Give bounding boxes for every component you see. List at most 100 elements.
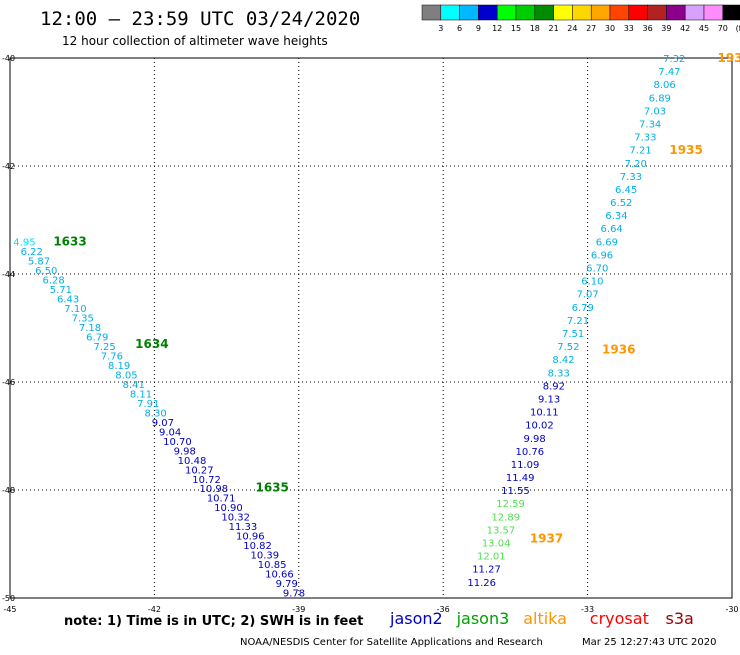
x-tick-label: -45 [3,605,16,614]
y-tick-label: -48 [2,486,15,495]
colorbar-swatch [722,4,740,21]
swh-value: 6.22 [21,247,43,258]
swh-value: 7.33 [634,133,656,144]
swh-value: 7.76 [101,351,123,362]
swh-value: 7.21 [567,316,589,327]
swh-value: 9.98 [524,434,546,445]
swh-value: 7.18 [79,323,101,334]
colorbar-label: 9 [476,24,481,33]
y-tick-label: -44 [2,270,15,279]
swh-value: 6.34 [605,211,627,222]
swh-value: 7.91 [137,399,159,410]
swh-value: 13.57 [487,525,516,536]
colorbar-label: 27 [586,24,596,33]
swh-value: 6.64 [601,224,623,235]
swh-value: 8.30 [144,408,166,419]
colorbar-swatch [684,4,705,21]
colorbar-label: 21 [549,24,559,33]
colorbar-label: 3 [438,24,443,33]
time-label: 1634 [135,337,168,351]
x-tick-label: -30 [725,605,738,614]
swh-value: 8.33 [548,368,570,379]
swh-value: 12.59 [496,499,525,510]
colorbar-label: 18 [530,24,540,33]
colorbar-label: 15 [511,24,521,33]
swh-value: 9.07 [152,418,174,429]
swh-value: 12.89 [491,512,520,523]
swh-value: 8.11 [130,389,152,400]
colorbar-swatch [515,4,536,21]
swh-value: 10.11 [530,408,559,419]
swh-value: 10.76 [516,447,545,458]
colorbar-label: 24 [567,24,577,33]
swh-value: 6.28 [42,276,64,287]
colorbar-label: 45 [699,24,709,33]
swh-value: 7.34 [639,119,661,130]
swh-value: 7.25 [93,342,115,353]
colorbar-label: (ft) [736,24,740,33]
x-tick-label: -42 [148,605,161,614]
swh-value: 7.35 [72,313,94,324]
y-tick-label: -42 [2,162,15,171]
axis-tick-labels: -45 -42 -39 -36 -33 -30 -40 -42 -44 -46 -48 -50 [2,54,739,614]
swh-value: 7.32 [663,54,685,65]
colorbar-label: 33 [624,24,634,33]
swh-value: 7.20 [625,159,647,170]
swh-value: 10.71 [207,494,236,505]
colorbar-label: 30 [605,24,615,33]
swh-value: 10.90 [214,503,243,514]
y-tick-label: -40 [2,54,15,63]
satellite-legend-item: cryosat [590,609,649,628]
colorbar-label: 36 [643,24,653,33]
swh-value: 7.10 [64,304,86,315]
swh-value: 11.09 [511,460,540,471]
swh-value: 9.04 [159,427,181,438]
swh-value: 11.55 [501,486,530,497]
swh-value: 4.95 [13,238,35,249]
swh-value: 8.42 [552,355,574,366]
satellite-legend-item: altika [523,609,567,628]
swh-value: 10.32 [221,513,250,524]
swh-value: 6.10 [581,277,603,288]
swh-value: 8.19 [108,361,130,372]
swh-value: 5.87 [28,257,50,268]
colorbar-swatch [459,4,479,21]
y-tick-label: -50 [2,594,15,603]
colorbar-swatch [553,4,573,21]
x-tick-label: -36 [437,605,450,614]
colorbar-label: 12 [492,24,502,33]
satellite-legend: jason2 jason3 altika cryosat s3a [389,609,694,628]
satellite-legend-item: jason2 [389,609,443,628]
swh-value: 6.70 [586,264,608,275]
swh-value: 10.96 [236,532,265,543]
colorbar-swatch [609,4,630,21]
swh-value: 10.82 [243,541,272,552]
swh-value: 8.06 [653,80,675,91]
time-label: 1934 [718,51,740,65]
plot-frame [9,57,733,599]
colorbar-swatch [628,4,648,21]
swh-value: 9.13 [538,394,560,405]
swh-value: 10.85 [258,560,287,571]
swh-value: 9.78 [283,589,305,600]
footer-credit: NOAA/NESDIS Center for Satellite Applica… [240,637,543,648]
swh-value: 7.03 [644,106,666,117]
colorbar-swatch [572,4,592,21]
swh-value: 10.27 [185,465,214,476]
swh-value: 11.27 [472,565,501,576]
swh-value: 9.79 [276,579,298,590]
swh-value: 12.01 [477,552,506,563]
swh-value: 10.02 [525,421,554,432]
time-label: 1633 [53,235,86,249]
swh-value: 11.26 [467,578,496,589]
time-label: 1935 [669,143,702,157]
colorbar-label: 42 [680,24,690,33]
swh-value: 10.70 [163,437,192,448]
swh-value: 8.92 [543,381,565,392]
colorbar-swatch [666,4,686,21]
swh-value: 6.96 [591,250,613,261]
colorbar-swatch [703,4,724,21]
satellite-legend-item: jason3 [456,609,510,628]
